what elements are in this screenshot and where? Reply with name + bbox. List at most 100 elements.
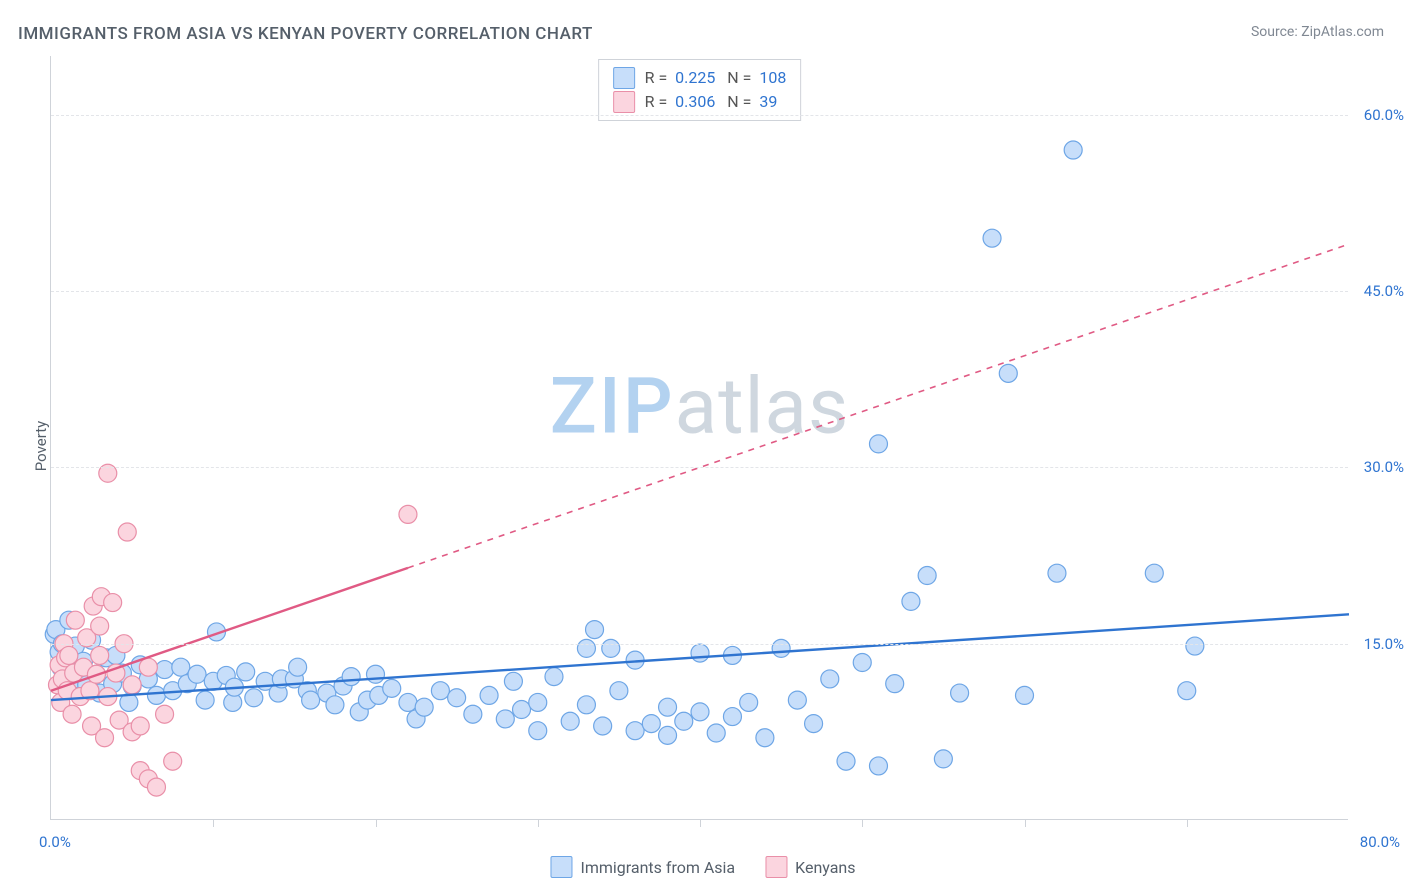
data-point[interactable] xyxy=(448,689,466,707)
data-point[interactable] xyxy=(118,523,136,541)
data-point[interactable] xyxy=(172,658,190,676)
data-point[interactable] xyxy=(147,778,165,796)
data-point[interactable] xyxy=(869,435,887,453)
data-point[interactable] xyxy=(853,653,871,671)
data-point[interactable] xyxy=(626,722,644,740)
data-point[interactable] xyxy=(367,665,385,683)
legend-swatch xyxy=(613,91,635,113)
data-point[interactable] xyxy=(610,682,628,700)
data-point[interactable] xyxy=(399,505,417,523)
data-point[interactable] xyxy=(659,726,677,744)
data-point[interactable] xyxy=(326,696,344,714)
data-point[interactable] xyxy=(164,752,182,770)
data-point[interactable] xyxy=(918,567,936,585)
data-point[interactable] xyxy=(837,752,855,770)
legend-label: Immigrants from Asia xyxy=(580,858,735,877)
data-point[interactable] xyxy=(529,693,547,711)
data-point[interactable] xyxy=(342,668,360,686)
data-point[interactable] xyxy=(156,661,174,679)
data-point[interactable] xyxy=(707,724,725,742)
data-point[interactable] xyxy=(1186,637,1204,655)
data-point[interactable] xyxy=(383,679,401,697)
x-tick xyxy=(376,819,377,827)
data-point[interactable] xyxy=(772,639,790,657)
y-tick-label: 30.0% xyxy=(1352,458,1404,476)
data-point[interactable] xyxy=(577,696,595,714)
data-point[interactable] xyxy=(96,729,114,747)
data-point[interactable] xyxy=(740,693,758,711)
legend-swatch xyxy=(765,856,787,878)
data-point[interactable] xyxy=(1064,141,1082,159)
x-axis-max-label: 80.0% xyxy=(1360,833,1400,851)
stats-legend-box: R = 0.225 N = 108R = 0.306 N = 39 xyxy=(598,59,802,121)
data-point[interactable] xyxy=(561,712,579,730)
data-point[interactable] xyxy=(139,658,157,676)
data-point[interactable] xyxy=(691,644,709,662)
data-point[interactable] xyxy=(196,691,214,709)
data-point[interactable] xyxy=(415,698,433,716)
stats-text: R = 0.225 N = 108 xyxy=(645,66,787,90)
data-point[interactable] xyxy=(496,710,514,728)
trend-line xyxy=(51,614,1349,700)
y-tick-label: 60.0% xyxy=(1352,106,1404,124)
data-point[interactable] xyxy=(723,708,741,726)
legend-item[interactable]: Kenyans xyxy=(765,856,855,878)
data-point[interactable] xyxy=(147,686,165,704)
data-point[interactable] xyxy=(602,639,620,657)
data-point[interactable] xyxy=(480,686,498,704)
data-point[interactable] xyxy=(131,717,149,735)
data-point[interactable] xyxy=(399,693,417,711)
data-point[interactable] xyxy=(302,691,320,709)
data-point[interactable] xyxy=(577,639,595,657)
data-point[interactable] xyxy=(886,675,904,693)
data-point[interactable] xyxy=(513,701,531,719)
x-tick xyxy=(213,819,214,827)
data-point[interactable] xyxy=(675,712,693,730)
data-point[interactable] xyxy=(642,715,660,733)
x-axis-min-label: 0.0% xyxy=(39,833,71,851)
data-point[interactable] xyxy=(805,715,823,733)
gridline-h xyxy=(51,291,1348,292)
data-point[interactable] xyxy=(431,682,449,700)
data-point[interactable] xyxy=(691,703,709,721)
data-point[interactable] xyxy=(1016,686,1034,704)
data-point[interactable] xyxy=(1178,682,1196,700)
data-point[interactable] xyxy=(869,757,887,775)
data-point[interactable] xyxy=(594,717,612,735)
bottom-legend: Immigrants from Asia Kenyans xyxy=(550,856,855,878)
data-point[interactable] xyxy=(237,663,255,681)
data-point[interactable] xyxy=(983,229,1001,247)
data-point[interactable] xyxy=(934,750,952,768)
data-point[interactable] xyxy=(245,689,263,707)
data-point[interactable] xyxy=(756,729,774,747)
data-point[interactable] xyxy=(659,698,677,716)
x-tick xyxy=(700,819,701,827)
source-link[interactable]: Source: ZipAtlas.com xyxy=(1251,24,1384,40)
data-point[interactable] xyxy=(66,611,84,629)
legend-item[interactable]: Immigrants from Asia xyxy=(550,856,735,878)
data-point[interactable] xyxy=(156,705,174,723)
data-point[interactable] xyxy=(504,672,522,690)
data-point[interactable] xyxy=(586,621,604,639)
data-point[interactable] xyxy=(91,617,109,635)
data-point[interactable] xyxy=(123,676,141,694)
data-point[interactable] xyxy=(188,665,206,683)
data-point[interactable] xyxy=(902,592,920,610)
data-point[interactable] xyxy=(951,684,969,702)
gridline-h xyxy=(51,644,1348,645)
data-point[interactable] xyxy=(788,691,806,709)
stats-text: R = 0.306 N = 39 xyxy=(645,90,778,114)
data-point[interactable] xyxy=(1048,564,1066,582)
data-point[interactable] xyxy=(1145,564,1163,582)
stats-row: R = 0.225 N = 108 xyxy=(613,66,787,90)
data-point[interactable] xyxy=(104,594,122,612)
data-point[interactable] xyxy=(63,705,81,723)
data-point[interactable] xyxy=(545,668,563,686)
data-point[interactable] xyxy=(999,364,1017,382)
data-point[interactable] xyxy=(464,705,482,723)
data-point[interactable] xyxy=(91,646,109,664)
data-point[interactable] xyxy=(821,670,839,688)
data-point[interactable] xyxy=(289,658,307,676)
data-point[interactable] xyxy=(529,722,547,740)
data-point[interactable] xyxy=(60,646,78,664)
